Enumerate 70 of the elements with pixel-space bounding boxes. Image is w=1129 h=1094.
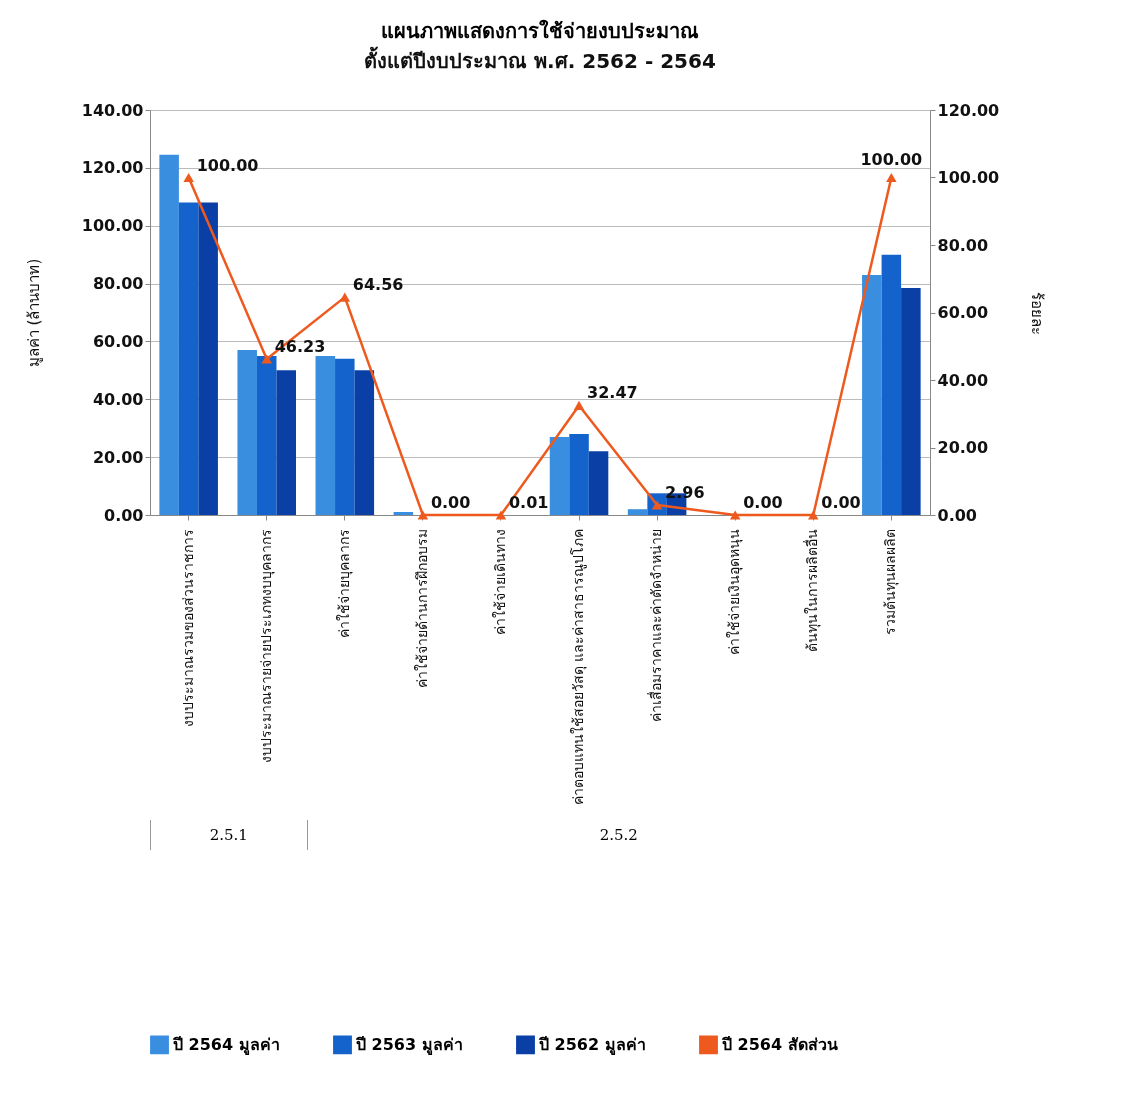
x-tick-label: งบประมาณรายจ่ายประเภทงบบุคลากร: [257, 528, 275, 763]
bar: [354, 370, 375, 515]
bar: [588, 451, 609, 515]
x-tick-label: งบประมาณรวมของส่วนราชการ: [179, 528, 196, 727]
point: [417, 510, 429, 520]
point: [183, 172, 194, 183]
bar: [881, 254, 902, 515]
y2-tick-label: 80.00: [937, 235, 989, 255]
y-tick-label: 40.00: [92, 389, 144, 409]
y2-tick-label: 60.00: [937, 303, 989, 322]
x-tick-label: ค่าเสื่อมราคาและค่าตัดจำหน่าย: [647, 528, 665, 722]
bar: [393, 512, 414, 515]
x-tick-label: ค่าใช้จ่ายด้านการฝึกอบรม: [413, 528, 430, 688]
y2-tick-label: 120.00: [937, 100, 1000, 120]
legend-label: ปี 2562 มูลค่า: [538, 1034, 646, 1056]
y-tick-label: 80.00: [92, 274, 144, 294]
bar: [901, 287, 921, 515]
point: [339, 292, 351, 302]
text: 2.5.1: [150, 820, 307, 850]
bar: [159, 154, 179, 515]
bar: [315, 355, 336, 515]
point: [495, 510, 507, 520]
x-tick-label: ค่าตอบแทนใช้สอยวัสดุ และค่าสาธารณูปโภค: [570, 528, 588, 805]
y2-tick-label: 40.00: [937, 370, 989, 390]
bar: [862, 274, 882, 515]
x-tick-label: รวมต้นทุนผลผลิต: [882, 528, 900, 635]
y2-tick-label: 20.00: [937, 438, 989, 457]
x-tick-label: ค่าใช้จ่ายเงินอุดหนุน: [726, 528, 744, 655]
data-label: 0.00: [821, 493, 861, 512]
y-tick-label: 120.00: [81, 158, 144, 178]
data-label: 2.96: [665, 483, 705, 503]
bar: [237, 350, 257, 515]
legend-label: ปี 2563 มูลค่า: [355, 1034, 463, 1056]
y-axis-title: มูลค่า (ล้านบาท): [24, 258, 43, 368]
data-label: 0.00: [430, 493, 471, 512]
data-label: 100.00: [196, 155, 259, 175]
bar: [335, 358, 355, 515]
data-label: 0.01: [508, 492, 549, 512]
point: [573, 400, 585, 410]
data-label: 32.47: [587, 383, 638, 403]
point: [729, 510, 741, 520]
chart-title: แผนภาพแสดงการใช้จ่ายงบประมาณ: [381, 19, 699, 43]
y2-axis-title: ร้อยละ: [1028, 291, 1047, 335]
bar: [256, 355, 277, 515]
y-tick-label: 60.00: [92, 331, 144, 351]
y-tick-label: 100.00: [81, 216, 144, 236]
y-tick-label: 0.00: [104, 505, 144, 525]
bar: [569, 434, 589, 515]
x-tick-label: ค่าใช้จ่ายเดินทาง: [491, 528, 508, 635]
y2-tick-label: 0.00: [937, 505, 977, 525]
bar: [198, 202, 218, 515]
bar: [627, 509, 648, 515]
chart-subtitle: ตั้งแต่ปีงบประมาณ พ.ศ. 2562 - 2564: [364, 46, 716, 73]
legend-label: ปี 2564 มูลค่า: [172, 1034, 280, 1056]
x-tick-label: ต้นทุนในการผลิตอื่น: [803, 528, 822, 652]
y-tick-label: 140.00: [81, 100, 144, 120]
bar: [178, 202, 199, 515]
bar: [276, 370, 297, 515]
x-tick-label: ค่าใช้จ่ายบุคลากร: [335, 528, 353, 638]
data-label: 64.56: [352, 275, 404, 295]
point: [261, 354, 272, 364]
data-label: 0.00: [743, 493, 783, 512]
legend-label: ปี 2564 สัดส่วน: [721, 1034, 838, 1054]
data-label: 100.00: [860, 149, 923, 169]
point: [808, 510, 819, 520]
bar: [549, 436, 570, 515]
y-tick-label: 20.00: [92, 447, 144, 467]
text: 2.5.2: [306, 820, 930, 850]
y2-tick-label: 100.00: [937, 168, 1000, 187]
point: [886, 172, 897, 183]
